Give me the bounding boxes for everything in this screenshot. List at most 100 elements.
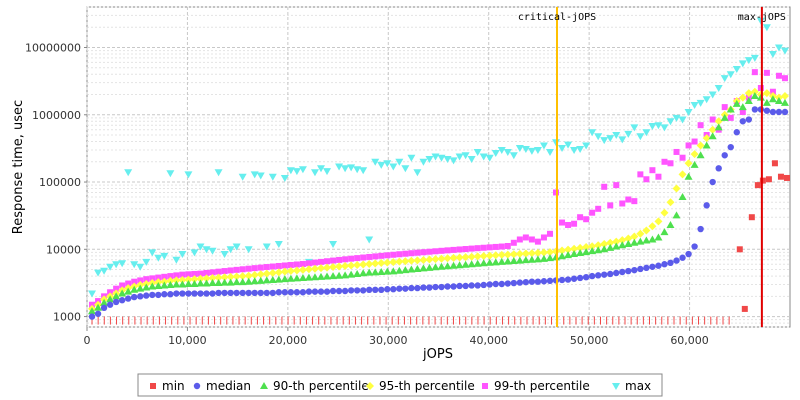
- data-point: [473, 148, 482, 156]
- data-point: [757, 85, 764, 92]
- data-point: [160, 281, 169, 289]
- data-point: [750, 87, 759, 96]
- data-point: [389, 258, 398, 267]
- data-point: [396, 285, 403, 292]
- legend-swatch: [260, 382, 268, 389]
- data-point: [196, 279, 205, 287]
- data-point: [655, 173, 662, 180]
- data-point: [516, 279, 524, 286]
- legend-swatch: [482, 383, 488, 389]
- data-point: [491, 150, 500, 158]
- data-point: [624, 130, 633, 138]
- data-point: [372, 253, 379, 260]
- data-point: [479, 259, 488, 267]
- data-point: [636, 237, 645, 245]
- data-point: [600, 239, 609, 248]
- data-point: [215, 289, 222, 297]
- data-point: [323, 168, 332, 176]
- data-point: [726, 105, 735, 113]
- data-point: [106, 295, 115, 303]
- data-point: [263, 264, 270, 271]
- data-point: [238, 272, 247, 281]
- data-point: [341, 261, 350, 270]
- data-point: [324, 258, 331, 265]
- data-point: [214, 169, 223, 177]
- data-point: [401, 165, 410, 173]
- data-point: [606, 243, 615, 251]
- grid-lines: [86, 6, 790, 328]
- data-point: [365, 236, 374, 244]
- data-point: [624, 239, 633, 247]
- data-point: [625, 196, 632, 203]
- data-point: [708, 91, 717, 99]
- data-point: [491, 251, 500, 260]
- data-point: [703, 202, 710, 209]
- data-point: [353, 269, 362, 277]
- data-point: [287, 261, 294, 268]
- data-point: [251, 289, 258, 297]
- data-point: [528, 278, 536, 285]
- data-point: [190, 275, 199, 284]
- data-point: [305, 288, 313, 295]
- data-point: [450, 283, 457, 290]
- data-point: [702, 141, 711, 149]
- data-point: [353, 166, 362, 174]
- legend: min median 90-th percentile 95-th percentil…: [137, 373, 663, 397]
- data-point: [250, 171, 259, 179]
- data-point: [763, 107, 771, 114]
- data-point: [389, 267, 398, 275]
- data-point: [503, 148, 512, 156]
- data-point: [521, 256, 530, 264]
- data-point: [492, 280, 499, 288]
- data-point: [462, 282, 469, 290]
- data-point: [732, 65, 741, 73]
- data-point: [588, 247, 597, 255]
- data-point: [781, 108, 789, 116]
- data-point: [209, 290, 216, 297]
- data-point: [107, 289, 114, 296]
- data-point: [202, 246, 211, 254]
- data-point: [88, 313, 96, 320]
- data-point: [280, 174, 289, 182]
- data-point: [667, 160, 674, 167]
- data-point: [214, 273, 223, 282]
- data-point: [124, 287, 133, 295]
- data-point: [395, 266, 404, 274]
- data-point: [304, 273, 313, 281]
- data-point: [220, 278, 229, 286]
- data-point: [431, 255, 440, 264]
- data-point: [576, 243, 585, 252]
- data-point: [744, 57, 753, 65]
- data-point: [238, 278, 247, 286]
- data-point: [498, 280, 505, 288]
- data-point: [390, 286, 397, 293]
- data-point: [100, 304, 108, 312]
- legend-box: [137, 373, 663, 397]
- data-point: [377, 259, 386, 268]
- data-point: [509, 152, 518, 160]
- data-point: [594, 133, 603, 141]
- data-point: [546, 230, 553, 237]
- data-point: [359, 167, 368, 175]
- data-point: [468, 245, 475, 252]
- data-point: [274, 268, 283, 277]
- data-point: [533, 255, 542, 263]
- data-point: [353, 287, 361, 294]
- y-tick-label: 10000000: [25, 42, 81, 55]
- data-point: [637, 265, 644, 273]
- data-point: [534, 278, 542, 285]
- legend-swatch: [193, 382, 201, 390]
- data-point: [780, 47, 789, 55]
- data-point: [468, 282, 475, 289]
- data-point: [257, 289, 264, 297]
- data-point: [759, 177, 766, 184]
- data-point: [232, 278, 241, 286]
- data-point: [299, 260, 306, 267]
- data-point: [443, 156, 452, 164]
- data-point: [721, 152, 728, 159]
- data-point: [485, 258, 494, 266]
- data-point: [341, 271, 350, 279]
- data-point: [461, 253, 470, 262]
- data-point: [384, 252, 391, 259]
- data-point: [576, 274, 584, 282]
